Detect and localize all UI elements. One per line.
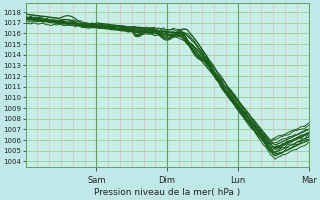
- X-axis label: Pression niveau de la mer( hPa ): Pression niveau de la mer( hPa ): [94, 188, 240, 197]
